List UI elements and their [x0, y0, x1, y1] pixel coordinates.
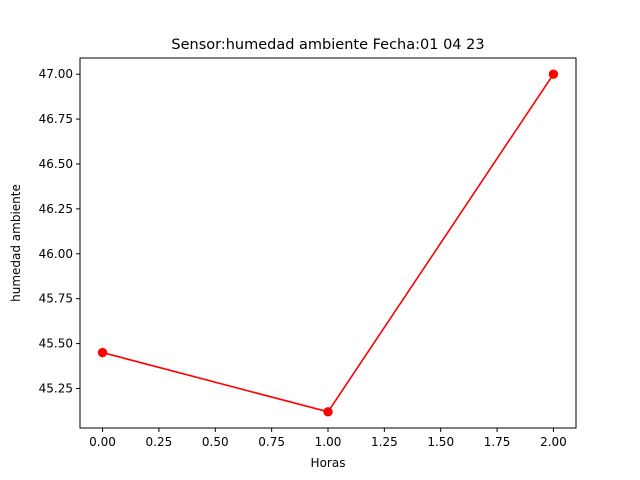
y-axis: 45.25 45.50 45.75 46.00 46.25 46.50 46.75 47.00: [39, 67, 80, 395]
x-tick-label: 1.75: [484, 435, 511, 449]
y-tick-label: 46.25: [39, 202, 73, 216]
data-point: [548, 69, 559, 79]
plot-area: [97, 69, 559, 417]
chart-title: Sensor:humedad ambiente Fecha:01 04 23: [171, 37, 484, 53]
x-tick-label: 1.25: [371, 435, 398, 449]
y-tick-label: 46.75: [39, 112, 73, 126]
y-tick-label: 47.00: [39, 67, 73, 81]
x-axis-label: Horas: [311, 456, 346, 470]
data-point: [97, 347, 108, 358]
x-tick-label: 0.25: [146, 435, 173, 449]
x-tick-label: 0.75: [258, 435, 285, 449]
data-point: [323, 407, 333, 417]
y-tick-label: 46.00: [39, 247, 73, 261]
y-tick-label: 45.50: [39, 337, 73, 351]
x-tick-label: 2.00: [540, 435, 567, 449]
x-tick-label: 1.50: [427, 435, 454, 449]
y-tick-label: 45.25: [39, 381, 73, 395]
x-tick-label: 0.50: [202, 435, 229, 449]
y-tick-label: 46.50: [39, 157, 73, 171]
y-axis-label: humedad ambiente: [9, 184, 23, 302]
x-tick-label: 0.00: [89, 435, 116, 449]
y-tick-label: 45.75: [39, 292, 73, 306]
x-tick-label: 1.00: [315, 435, 342, 449]
x-axis: 0.00 0.25 0.50 0.75 1.00 1.25 1.50 1.75 2.00: [89, 428, 567, 449]
